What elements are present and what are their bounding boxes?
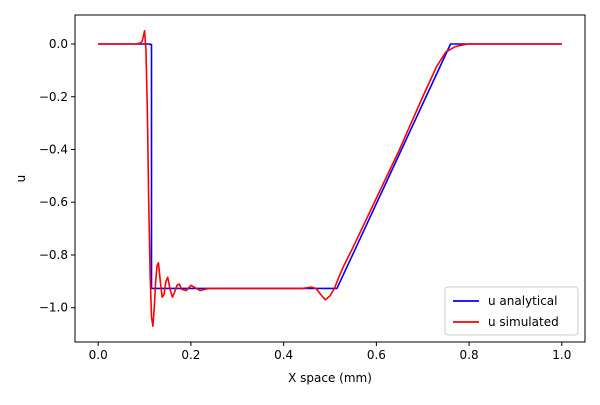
plot-frame (74, 14, 586, 343)
y-tick-label: −1.0 (39, 301, 68, 315)
legend-box (444, 286, 579, 336)
x-axis-label: X space (mm) (288, 371, 372, 385)
legend: u analytical u simulated (444, 286, 579, 336)
x-tick-label: 0.2 (181, 348, 200, 362)
x-tick-label: 0.0 (89, 348, 108, 362)
legend-label-0: u analytical (488, 294, 558, 308)
series-layer (98, 30, 562, 327)
y-tick-label: −0.4 (39, 142, 68, 156)
series-line-1 (98, 30, 562, 327)
axes-layer: 0.0 0.2 0.4 0.6 0.8 1.0 0.0 −0.2 −0.4 −0.6 −0.8 −1.… (39, 14, 586, 362)
x-tick-label: 1.0 (552, 348, 571, 362)
x-tick-label: 0.8 (460, 348, 479, 362)
y-axis-label: u (14, 175, 28, 183)
legend-label-1: u simulated (488, 315, 559, 329)
y-tick-label: −0.6 (39, 195, 68, 209)
y-tick-label: 0.0 (49, 37, 68, 51)
y-tick-label: −0.8 (39, 248, 68, 262)
y-tick-label: −0.2 (39, 90, 68, 104)
x-tick-label: 0.6 (367, 348, 386, 362)
x-tick-label: 0.4 (274, 348, 293, 362)
series-line-0 (98, 43, 562, 290)
